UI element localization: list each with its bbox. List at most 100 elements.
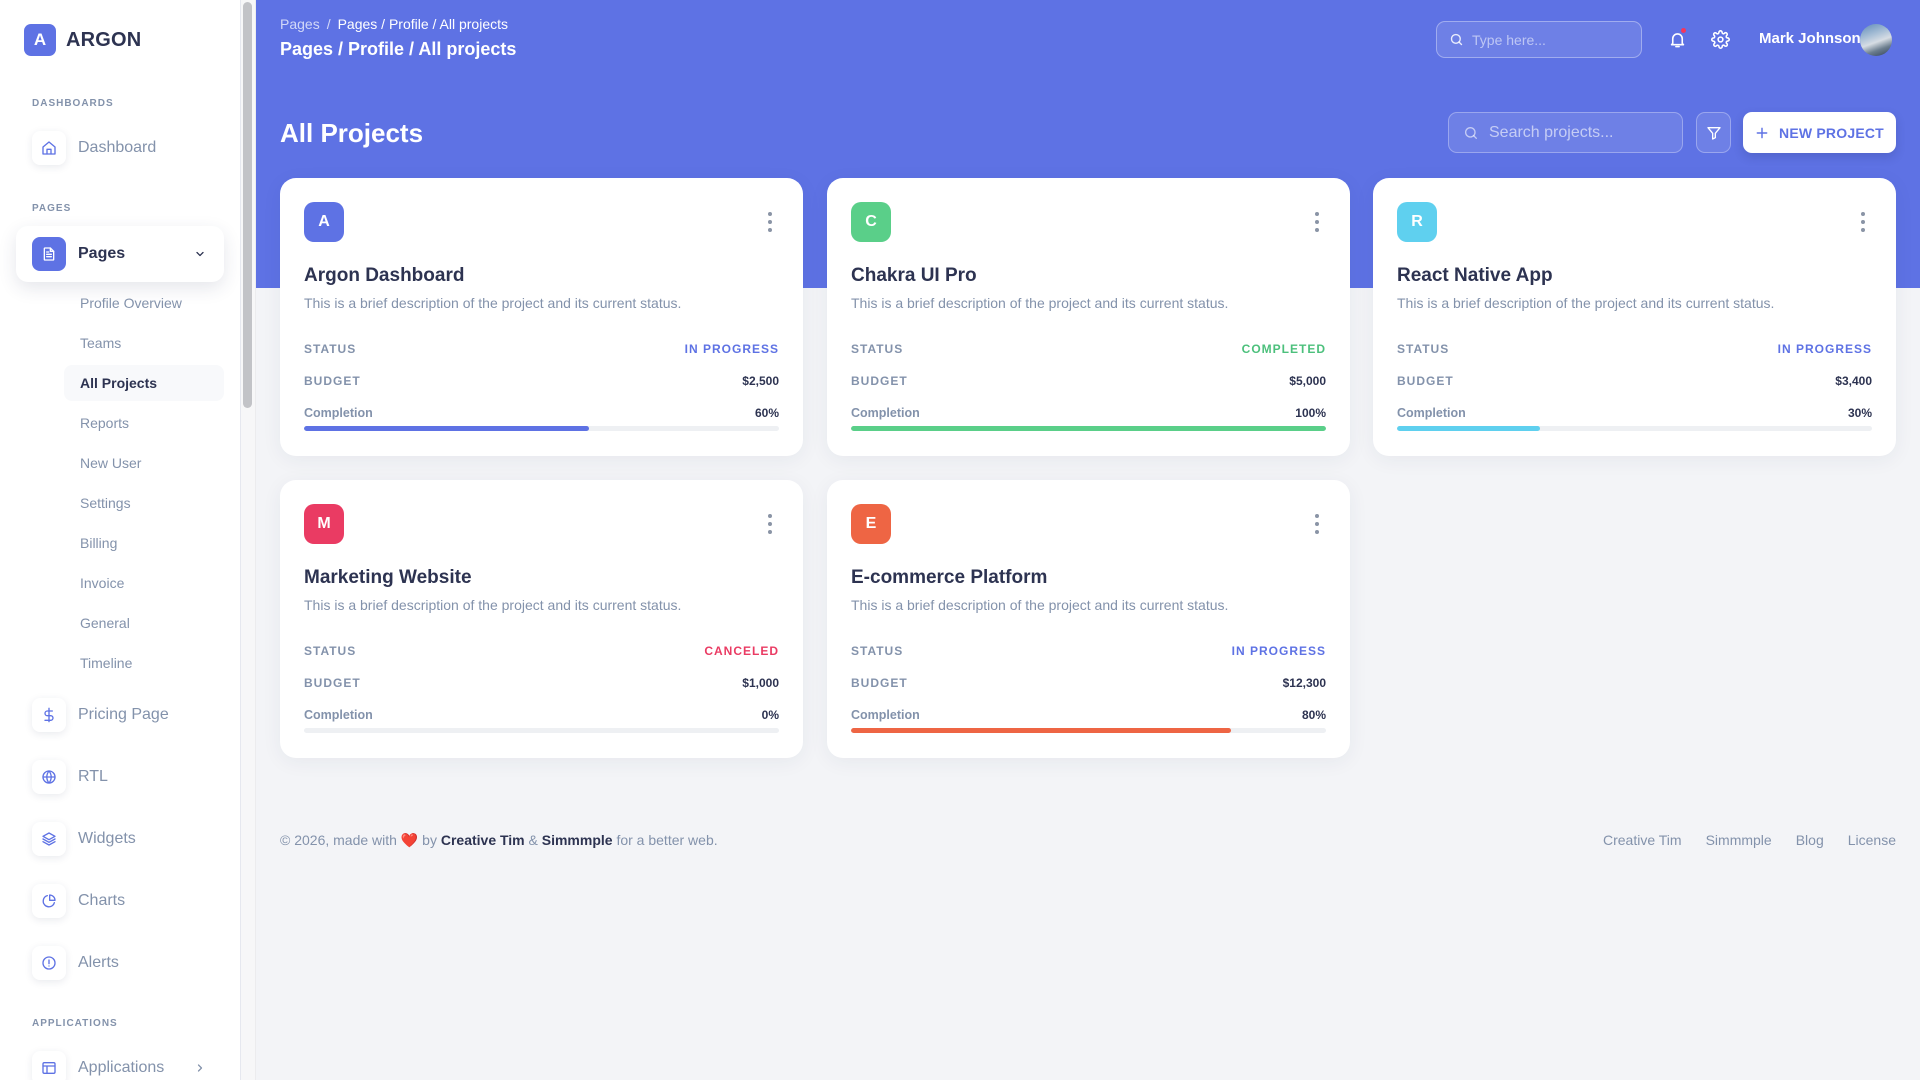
budget-row: BUDGET $5,000 <box>851 374 1326 388</box>
project-search[interactable] <box>1448 112 1683 153</box>
sidebar-scrollbar-thumb[interactable] <box>243 2 252 408</box>
budget-value: $2,500 <box>742 374 779 388</box>
footer-author-simmmple[interactable]: Simmmple <box>541 832 613 848</box>
sidebar-subitem-invoice[interactable]: Invoice <box>80 575 125 591</box>
project-card[interactable]: E E-commerce Platform This is a brief de… <box>827 480 1350 758</box>
more-options-icon[interactable] <box>1858 212 1868 232</box>
status-row: STATUS IN PROGRESS <box>304 342 779 356</box>
filter-button[interactable] <box>1696 112 1731 153</box>
project-title[interactable]: Chakra UI Pro <box>851 265 977 286</box>
completion-label: Completion <box>851 708 920 722</box>
completion-row: Completion 30% <box>1397 406 1872 420</box>
status-badge: CANCELED <box>704 644 779 658</box>
search-icon <box>1449 32 1464 47</box>
footer-suffix: for a better web. <box>616 832 718 848</box>
breadcrumb: Pages / Pages / Profile / All projects <box>280 16 508 32</box>
new-project-button[interactable]: NEW PROJECT <box>1743 112 1896 153</box>
brand[interactable]: A ARGON <box>24 24 141 56</box>
sidebar-item-rtl[interactable]: RTL <box>16 749 224 805</box>
new-project-label: NEW PROJECT <box>1779 124 1884 141</box>
sidebar-subitem-teams[interactable]: Teams <box>80 335 122 351</box>
section-label-dashboards: DASHBOARDS <box>32 98 114 109</box>
plus-icon <box>1755 126 1769 140</box>
sidebar-subitem-new-user[interactable]: New User <box>80 455 142 471</box>
sidebar-item-dashboard[interactable]: Dashboard <box>16 120 224 176</box>
project-title[interactable]: E-commerce Platform <box>851 567 1048 588</box>
avatar[interactable] <box>1860 24 1892 56</box>
more-options-icon[interactable] <box>765 212 775 232</box>
footer-link-blog[interactable]: Blog <box>1795 832 1824 848</box>
global-search-input[interactable] <box>1472 31 1632 48</box>
sidebar-subitem-general[interactable]: General <box>80 615 130 631</box>
sidebar-subitem-settings[interactable]: Settings <box>80 495 131 511</box>
sidebar-item-charts[interactable]: Charts <box>16 873 224 929</box>
budget-label: BUDGET <box>851 676 908 690</box>
completion-row: Completion 60% <box>304 406 779 420</box>
sidebar-item-alerts[interactable]: Alerts <box>16 935 224 991</box>
sidebar-item-label: Pricing Page <box>78 706 169 723</box>
completion-value: 100% <box>1295 406 1326 420</box>
sidebar-subitem-reports[interactable]: Reports <box>80 415 130 431</box>
project-card[interactable]: A Argon Dashboard This is a brief descri… <box>280 178 803 456</box>
settings-button[interactable] <box>1708 27 1732 51</box>
layout-icon <box>32 1051 66 1080</box>
budget-row: BUDGET $2,500 <box>304 374 779 388</box>
more-options-icon[interactable] <box>1312 212 1322 232</box>
completion-label: Completion <box>304 708 373 722</box>
sidebar-subitem-billing[interactable]: Billing <box>80 535 118 551</box>
dollar-icon <box>32 698 66 732</box>
footer-link-creative-tim[interactable]: Creative Tim <box>1603 832 1682 848</box>
sidebar-subitem-all-projects[interactable]: All Projects <box>64 365 224 401</box>
project-letter: C <box>865 213 877 230</box>
page-title: All Projects <box>280 118 424 148</box>
completion-value: 30% <box>1847 406 1872 420</box>
bell-icon <box>1668 30 1687 49</box>
notifications-button[interactable] <box>1665 27 1689 51</box>
progress-bar <box>851 426 1326 431</box>
sidebar-scrollbar[interactable] <box>241 0 256 1080</box>
breadcrumb-root[interactable]: Pages <box>280 16 320 32</box>
project-search-input[interactable] <box>1489 123 1669 142</box>
more-options-icon[interactable] <box>1312 514 1322 534</box>
brand-logo: A <box>24 24 56 56</box>
user-name[interactable]: Mark Johnson <box>1759 30 1861 47</box>
sidebar-item-widgets[interactable]: Widgets <box>16 811 224 867</box>
project-card[interactable]: M Marketing Website This is a brief desc… <box>280 480 803 758</box>
status-badge: COMPLETED <box>1241 342 1326 356</box>
budget-label: BUDGET <box>304 676 361 690</box>
footer-author-creative-tim[interactable]: Creative Tim <box>440 832 525 848</box>
budget-label: BUDGET <box>304 374 361 388</box>
completion-row: Completion 80% <box>851 708 1326 722</box>
sidebar-item-label: RTL <box>78 768 108 785</box>
sidebar-item-label: Applications <box>78 1059 165 1076</box>
sidebar-subitem-timeline[interactable]: Timeline <box>80 655 133 671</box>
completion-label: Completion <box>851 406 920 420</box>
global-search[interactable] <box>1436 21 1642 58</box>
sidebar-item-pages[interactable]: Pages <box>16 226 224 282</box>
project-letter: R <box>1411 213 1423 230</box>
project-title[interactable]: React Native App <box>1397 265 1553 286</box>
footer-link-license[interactable]: License <box>1847 832 1896 848</box>
filter-icon <box>1706 125 1722 141</box>
project-card[interactable]: R React Native App This is a brief descr… <box>1373 178 1896 456</box>
project-title[interactable]: Argon Dashboard <box>304 265 465 286</box>
footer-link-simmmple[interactable]: Simmmple <box>1705 832 1772 848</box>
project-card[interactable]: C Chakra UI Pro This is a brief descript… <box>827 178 1350 456</box>
budget-value: $12,300 <box>1282 676 1326 690</box>
sidebar-item-applications[interactable]: Applications <box>16 1040 224 1080</box>
sidebar-item-pricing-page[interactable]: Pricing Page <box>16 687 224 743</box>
sidebar-item-label: Alerts <box>78 954 119 971</box>
completion-label: Completion <box>1397 406 1466 420</box>
header-title: Pages / Profile / All projects <box>280 39 517 59</box>
progress-bar <box>851 728 1326 733</box>
sidebar-subitem-profile-overview[interactable]: Profile Overview <box>80 295 182 311</box>
more-options-icon[interactable] <box>765 514 775 534</box>
footer-amp: & <box>528 832 538 848</box>
budget-label: BUDGET <box>1397 374 1454 388</box>
status-row: STATUS IN PROGRESS <box>851 644 1326 658</box>
completion-label: Completion <box>304 406 373 420</box>
project-title[interactable]: Marketing Website <box>304 567 472 588</box>
progress-fill <box>851 426 1326 431</box>
footer-links: Creative Tim Simmmple Blog License <box>1603 832 1896 848</box>
project-letter: M <box>317 515 331 532</box>
